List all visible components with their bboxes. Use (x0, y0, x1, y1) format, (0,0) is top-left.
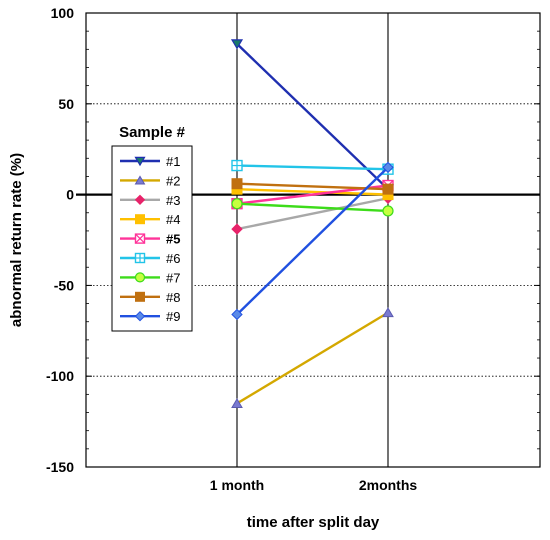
legend-marker (134, 156, 146, 167)
legend-title: Sample # (119, 124, 186, 141)
data-point (231, 178, 243, 190)
legend-item: #5 (120, 232, 180, 247)
legend-marker-cross (135, 233, 145, 244)
y-tick-label: -150 (46, 459, 74, 475)
legend-marker (135, 291, 145, 302)
y-axis-title: abnormal return rate (%) (8, 153, 25, 327)
series-line (236, 166, 389, 316)
x-axis-ticks: 1 month 2months (210, 477, 418, 493)
legend-marker (134, 310, 146, 322)
x-tick-label: 1 month (210, 477, 264, 493)
legend-label: #1 (166, 154, 180, 169)
series-line (236, 164, 389, 171)
series-line (236, 197, 389, 231)
series-line (236, 311, 389, 405)
series-line (236, 182, 389, 191)
data-point (231, 397, 243, 408)
y-tick-label: 50 (58, 96, 74, 112)
legend-label: #8 (166, 290, 180, 305)
data-point (231, 223, 243, 235)
legend-item: #1 (120, 154, 180, 169)
series-8 (231, 178, 394, 195)
legend-item: #4 (120, 212, 180, 227)
legend-items: #1 #2 #3 #4 #5 #6 #7 #8 #9 (120, 154, 180, 324)
data-point (231, 198, 243, 210)
legend-item: #7 (120, 270, 180, 285)
legend-item: #8 (120, 290, 180, 305)
series-9 (231, 161, 394, 321)
legend-label: #3 (166, 193, 180, 208)
data-point (382, 161, 394, 174)
y-tick-label: -50 (54, 277, 74, 293)
series-layer (230, 39, 395, 408)
legend-label: #2 (166, 173, 180, 188)
legend-item: #9 (120, 309, 180, 324)
data-point (231, 308, 243, 321)
legend-label: #4 (166, 212, 180, 227)
legend-marker (135, 214, 145, 225)
data-point (230, 39, 244, 50)
data-point (382, 307, 394, 318)
y-tick-label: -100 (46, 368, 74, 384)
series-line (236, 202, 389, 213)
data-point (382, 183, 394, 195)
series-2 (231, 307, 394, 408)
legend-label: #9 (166, 309, 180, 324)
x-axis-title: time after split day (247, 514, 380, 531)
x-tick-label: 2months (359, 477, 418, 493)
y-tick-label: 100 (51, 5, 75, 21)
series-7 (231, 198, 394, 217)
series-line (236, 43, 389, 191)
legend-label: #6 (166, 251, 180, 266)
legend-item: #6 (120, 251, 180, 266)
y-tick-label: 0 (66, 187, 74, 203)
data-point (382, 205, 394, 217)
legend: Sample # #1 #2 #3 #4 #5 #6 #7 #8 #9 (111, 124, 193, 332)
legend-marker (134, 175, 146, 185)
legend-item: #2 (120, 173, 180, 188)
legend-marker (134, 194, 146, 206)
legend-label: #7 (166, 270, 180, 285)
legend-label: #5 (166, 232, 180, 247)
legend-marker (134, 272, 146, 283)
legend-item: #3 (120, 193, 180, 208)
y-axis-ticks: 100 50 0 -50 -100 -150 (46, 5, 540, 475)
series-line (236, 187, 389, 196)
